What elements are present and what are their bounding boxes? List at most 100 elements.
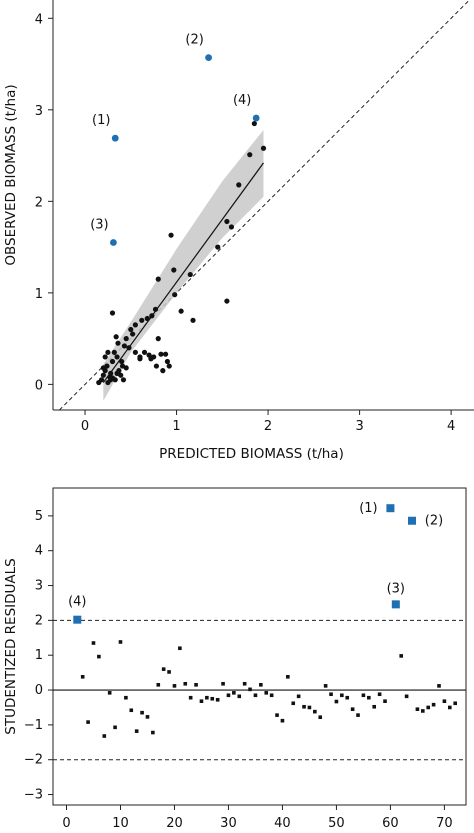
x-tick-label: 40 bbox=[274, 816, 291, 831]
residual-point bbox=[232, 691, 236, 695]
data-point bbox=[168, 232, 174, 238]
residual-point bbox=[421, 709, 425, 713]
data-point bbox=[112, 377, 118, 383]
residual-point bbox=[91, 641, 96, 645]
residual-point bbox=[156, 683, 161, 687]
x-tick-label: 50 bbox=[328, 816, 345, 831]
data-point bbox=[155, 336, 161, 342]
residual-point bbox=[161, 667, 166, 671]
data-point bbox=[115, 340, 121, 346]
residual-point bbox=[167, 670, 171, 674]
data-point bbox=[98, 377, 105, 383]
data-point bbox=[162, 351, 169, 357]
x-tick-label: 0 bbox=[62, 816, 70, 831]
data-point bbox=[114, 354, 120, 360]
data-point bbox=[114, 370, 120, 376]
x-tick-label: 0 bbox=[81, 419, 89, 434]
residual-point bbox=[350, 707, 355, 712]
residual-point bbox=[318, 715, 323, 720]
residual-point bbox=[372, 704, 377, 709]
data-point bbox=[141, 349, 148, 355]
data-point bbox=[128, 326, 134, 333]
y-tick-label: 5 bbox=[35, 509, 43, 524]
outlier-residual-point bbox=[391, 600, 400, 609]
residual-point bbox=[107, 691, 112, 695]
outlier-residual-point bbox=[73, 615, 82, 624]
residual-point bbox=[431, 702, 436, 707]
data-point bbox=[187, 271, 193, 278]
residual-point bbox=[253, 693, 258, 698]
residual-point bbox=[215, 697, 220, 702]
residual-point bbox=[188, 695, 193, 700]
data-point bbox=[109, 310, 116, 316]
outlier-point bbox=[252, 114, 260, 122]
data-point bbox=[100, 365, 106, 371]
residual-point bbox=[313, 709, 317, 714]
data-point bbox=[132, 349, 138, 355]
plot-frame bbox=[52, 487, 467, 806]
y-tick-label: −3 bbox=[24, 788, 43, 803]
residual-point bbox=[302, 704, 306, 709]
outlier-label: (3) bbox=[387, 581, 405, 596]
data-point bbox=[260, 145, 267, 151]
residual-point bbox=[269, 693, 274, 698]
outlier-residual-point bbox=[386, 504, 395, 513]
residual-point bbox=[129, 708, 134, 713]
x-axis-label: PREDICTED BIOMASS (t/ha) bbox=[159, 446, 344, 462]
x-tick-label: 3 bbox=[355, 419, 363, 434]
data-point bbox=[144, 315, 150, 322]
residual-point bbox=[80, 675, 85, 679]
data-point bbox=[100, 372, 106, 378]
scatter-predicted-vs-observed: 0 1 2 3 4 0 1 2 3 4 PREDICTED BIOMASS (t/ha) OBSERV… bbox=[3, 0, 474, 462]
residual-point bbox=[453, 701, 458, 706]
residual-point bbox=[296, 694, 301, 699]
x-tick-label: 30 bbox=[220, 816, 237, 831]
residual-point bbox=[140, 710, 144, 715]
residual-point bbox=[248, 687, 252, 692]
y-tick-label: 3 bbox=[35, 579, 43, 594]
x-tick-label: 70 bbox=[436, 816, 453, 831]
residual-point bbox=[437, 684, 441, 688]
y-tick-label: 4 bbox=[35, 544, 43, 559]
data-point bbox=[149, 313, 155, 319]
data-point bbox=[119, 358, 125, 365]
data-point bbox=[120, 377, 127, 383]
outlier-point bbox=[205, 54, 212, 62]
residual-point bbox=[97, 654, 101, 659]
residual-point bbox=[210, 696, 215, 701]
residual-point bbox=[134, 729, 139, 733]
residual-point bbox=[178, 646, 182, 651]
data-point bbox=[111, 349, 117, 355]
data-point bbox=[109, 358, 116, 365]
residual-point bbox=[264, 691, 269, 695]
data-point bbox=[164, 358, 171, 365]
data-point bbox=[108, 370, 114, 376]
y-tick-label: 3 bbox=[35, 104, 43, 119]
residual-point bbox=[404, 694, 409, 699]
y-tick-label: 2 bbox=[35, 195, 43, 210]
y-tick-label: 1 bbox=[35, 648, 43, 663]
residual-point bbox=[442, 699, 447, 703]
residual-point bbox=[221, 681, 225, 686]
residual-point bbox=[151, 730, 155, 735]
y-axis-label: OBSERVED BIOMASS (t/ha) bbox=[3, 84, 19, 265]
data-point bbox=[160, 368, 166, 374]
outlier-residual-point bbox=[408, 516, 417, 525]
outlier-label: (2) bbox=[425, 514, 443, 529]
residual-point bbox=[426, 705, 431, 710]
residual-point bbox=[145, 715, 150, 719]
residual-point bbox=[102, 734, 107, 738]
outlier-label: (4) bbox=[233, 93, 251, 108]
outlier-point bbox=[111, 134, 119, 142]
data-point bbox=[251, 120, 257, 127]
x-tick-label: 60 bbox=[382, 816, 399, 831]
residual-point bbox=[415, 707, 420, 712]
one-to-one-reference-line bbox=[59, 0, 470, 411]
data-point bbox=[190, 317, 196, 323]
data-point bbox=[102, 354, 108, 360]
data-point bbox=[137, 356, 143, 362]
residual-point bbox=[345, 695, 350, 700]
residual-point bbox=[340, 693, 344, 698]
data-point bbox=[139, 317, 145, 323]
